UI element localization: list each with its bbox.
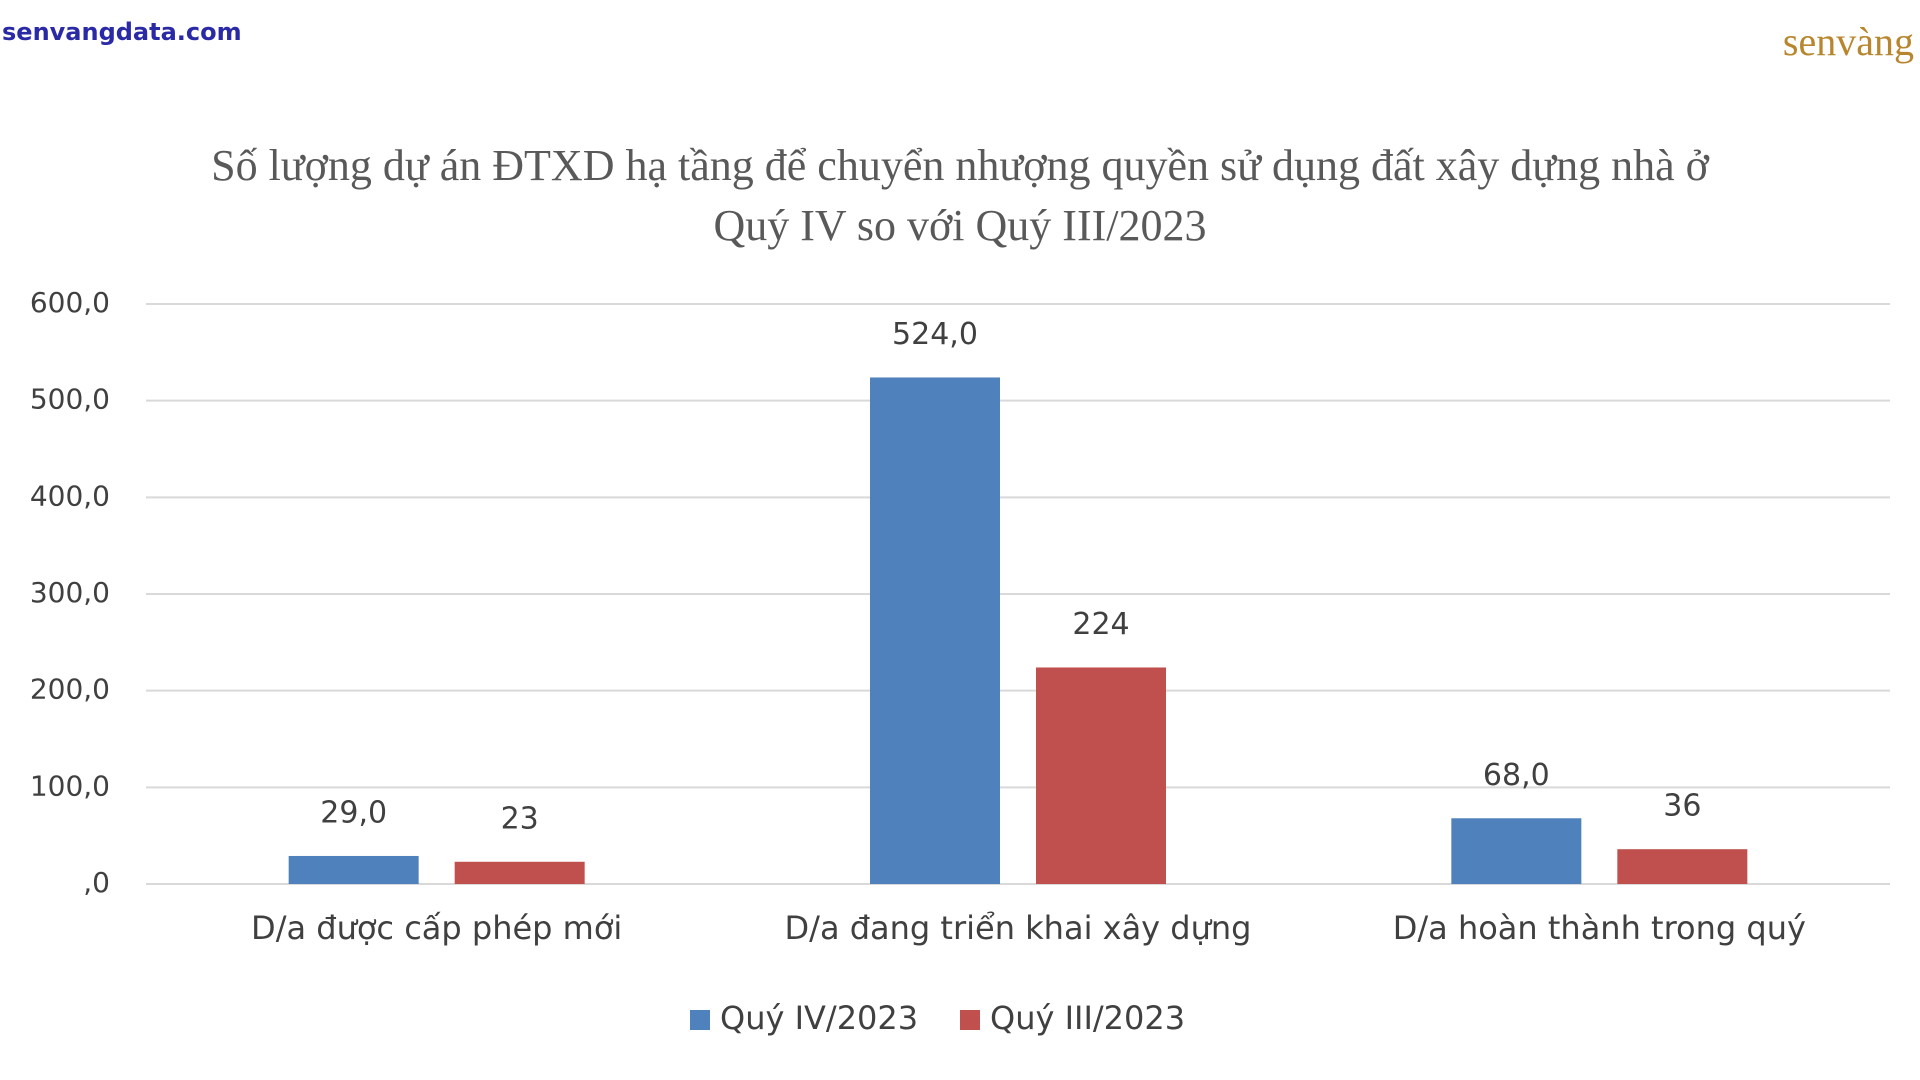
data-label: 224 (1072, 607, 1129, 642)
legend-swatch (690, 1010, 710, 1030)
legend-label: Quý III/2023 (990, 999, 1185, 1037)
bar (1451, 818, 1582, 884)
logo: senvàng (1782, 19, 1914, 64)
x-tick-label: D/a được cấp phép mới (251, 909, 622, 947)
bar (454, 861, 585, 884)
bar (1036, 667, 1166, 884)
y-tick-label: ,0 (83, 866, 110, 899)
bar (870, 377, 1000, 884)
bar (288, 855, 419, 884)
y-tick-label: 200,0 (30, 673, 110, 706)
data-label: 68,0 (1483, 758, 1550, 793)
bar (1617, 849, 1748, 884)
y-tick-label: 600,0 (30, 286, 110, 319)
y-tick-label: 100,0 (30, 769, 110, 802)
x-tick-label: D/a đang triển khai xây dựng (785, 909, 1252, 947)
y-tick-label: 400,0 (30, 479, 110, 512)
legend-swatch (960, 1010, 980, 1030)
data-label: 29,0 (320, 795, 387, 830)
chart-title: Số lượng dự án ĐTXD hạ tầng để chuyển nh… (211, 141, 1709, 250)
x-tick-label: D/a hoàn thành trong quý (1393, 909, 1806, 947)
data-label: 36 (1663, 789, 1701, 824)
y-tick-label: 500,0 (30, 383, 110, 416)
legend-label: Quý IV/2023 (720, 999, 918, 1037)
y-tick-label: 300,0 (30, 576, 110, 609)
data-label: 23 (501, 801, 539, 836)
data-label: 524,0 (892, 317, 978, 352)
site-name: senvangdata.com (2, 18, 242, 46)
